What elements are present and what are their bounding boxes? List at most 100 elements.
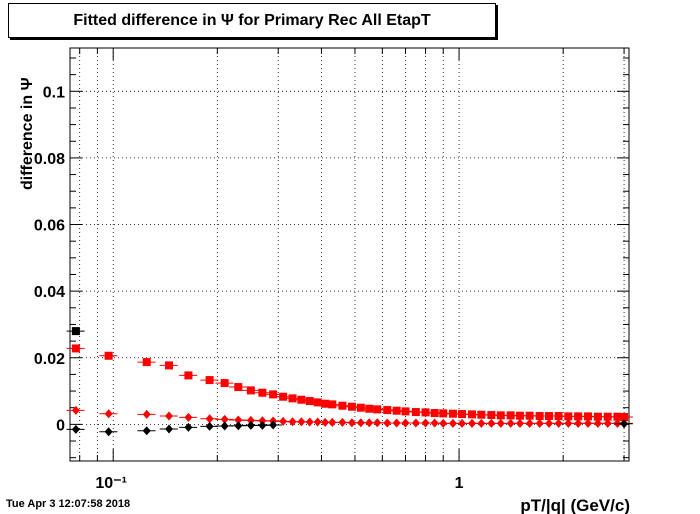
data-point-diamond <box>620 419 629 429</box>
data-point-square <box>205 376 214 385</box>
data-point-square <box>411 408 420 417</box>
data-point-diamond <box>439 418 448 428</box>
data-point-square <box>246 386 255 395</box>
chart-title: Fitted difference in Ψ for Primary Rec A… <box>73 12 431 29</box>
x-tick-labels: 10⁻¹ 1 <box>95 475 463 492</box>
data-point-diamond <box>373 418 382 428</box>
data-point-square <box>365 404 374 413</box>
data-point-square <box>297 395 306 404</box>
data-point-diamond <box>506 418 515 428</box>
data-point-diamond <box>184 412 193 422</box>
data-point-diamond <box>246 415 255 425</box>
data-point-square <box>554 412 563 421</box>
data-point-square <box>184 371 193 380</box>
data-point-diamond <box>383 418 392 428</box>
data-point-square <box>392 406 401 415</box>
y-tick-labels: 0 0.02 0.04 0.06 0.08 0.1 <box>34 84 65 434</box>
y-tick-label: 0.02 <box>34 351 65 368</box>
data-point-square <box>71 344 80 353</box>
data-point-diamond <box>545 418 554 428</box>
data-point-square <box>603 412 612 421</box>
data-point-square <box>279 392 288 401</box>
data-point-square <box>269 390 278 399</box>
title-box: Fitted difference in Ψ for Primary Rec A… <box>8 3 496 38</box>
y-tick-label: 0.04 <box>34 284 65 301</box>
x-axis-label: pT/|q| (GeV/c) <box>520 496 630 514</box>
data-point-diamond <box>71 405 80 415</box>
data-point-diamond <box>269 420 278 430</box>
data-point-diamond <box>104 427 113 437</box>
data-point-diamond <box>401 418 410 428</box>
data-point-square <box>421 408 430 417</box>
data-point-diamond <box>535 418 544 428</box>
data-point-square <box>356 403 365 412</box>
data-point-diamond <box>468 418 477 428</box>
data-point-square <box>234 383 243 392</box>
data-point-square <box>574 412 583 421</box>
data-point-diamond <box>142 409 151 419</box>
data-point-square <box>305 397 314 406</box>
data-point-diamond <box>338 417 347 427</box>
y-tick-label: 0.08 <box>34 151 65 168</box>
data-point-square <box>220 379 229 388</box>
data-point-diamond <box>205 421 214 431</box>
data-point-square <box>104 351 113 360</box>
data-point-square <box>338 401 347 410</box>
data-point-diamond <box>234 421 243 431</box>
data-point-square <box>71 327 80 336</box>
data-point-diamond <box>487 418 496 428</box>
data-point-diamond <box>574 418 583 428</box>
data-point-square <box>564 412 573 421</box>
y-tick-label: 0.1 <box>43 84 65 101</box>
data-point-diamond <box>220 421 229 431</box>
data-point-diamond <box>234 415 243 425</box>
data-point-square <box>487 411 496 420</box>
data-point-square <box>165 361 174 370</box>
data-point-square <box>328 400 337 409</box>
data-point-square <box>496 411 505 420</box>
x-tick-label: 1 <box>455 475 464 492</box>
data-point-square <box>288 394 297 403</box>
data-point-diamond <box>279 416 288 426</box>
data-point-square <box>258 388 267 397</box>
axis-ticks <box>70 48 629 461</box>
data-point-diamond <box>584 418 593 428</box>
plot-frame <box>69 47 630 462</box>
data-point-diamond <box>328 417 337 427</box>
data-point-square <box>584 412 593 421</box>
data-point-diamond <box>104 409 113 419</box>
data-point-square <box>373 405 382 414</box>
data-point-diamond <box>205 414 214 424</box>
data-point-square <box>347 402 356 411</box>
data-point-diamond <box>220 414 229 424</box>
y-tick-label: 0 <box>56 417 65 434</box>
data-point-square <box>515 411 524 420</box>
data-point-diamond <box>564 418 573 428</box>
y-tick-label: 0.06 <box>34 218 65 235</box>
data-point-diamond <box>184 422 193 432</box>
data-point-diamond <box>554 418 563 428</box>
data-point-square <box>401 407 410 416</box>
data-point-diamond <box>496 418 505 428</box>
data-point-square <box>383 406 392 415</box>
data-point-square <box>142 358 151 367</box>
data-point-diamond <box>525 418 534 428</box>
data-point-diamond <box>142 426 151 436</box>
data-point-diamond <box>477 418 486 428</box>
data-point-diamond <box>515 418 524 428</box>
data-point-square <box>439 409 448 418</box>
data-point-diamond <box>458 418 467 428</box>
data-point-diamond <box>603 418 612 428</box>
data-point-diamond <box>71 424 80 434</box>
data-point-square <box>477 410 486 419</box>
data-point-diamond <box>411 418 420 428</box>
data-point-square <box>506 411 515 420</box>
data-point-square <box>313 398 322 407</box>
data-point-diamond <box>165 424 174 434</box>
data-point-square <box>525 411 534 420</box>
data-point-square <box>535 412 544 421</box>
data-point-diamond <box>258 420 267 430</box>
data-point-square <box>620 413 629 422</box>
x-tick-label: 10⁻¹ <box>95 475 127 492</box>
